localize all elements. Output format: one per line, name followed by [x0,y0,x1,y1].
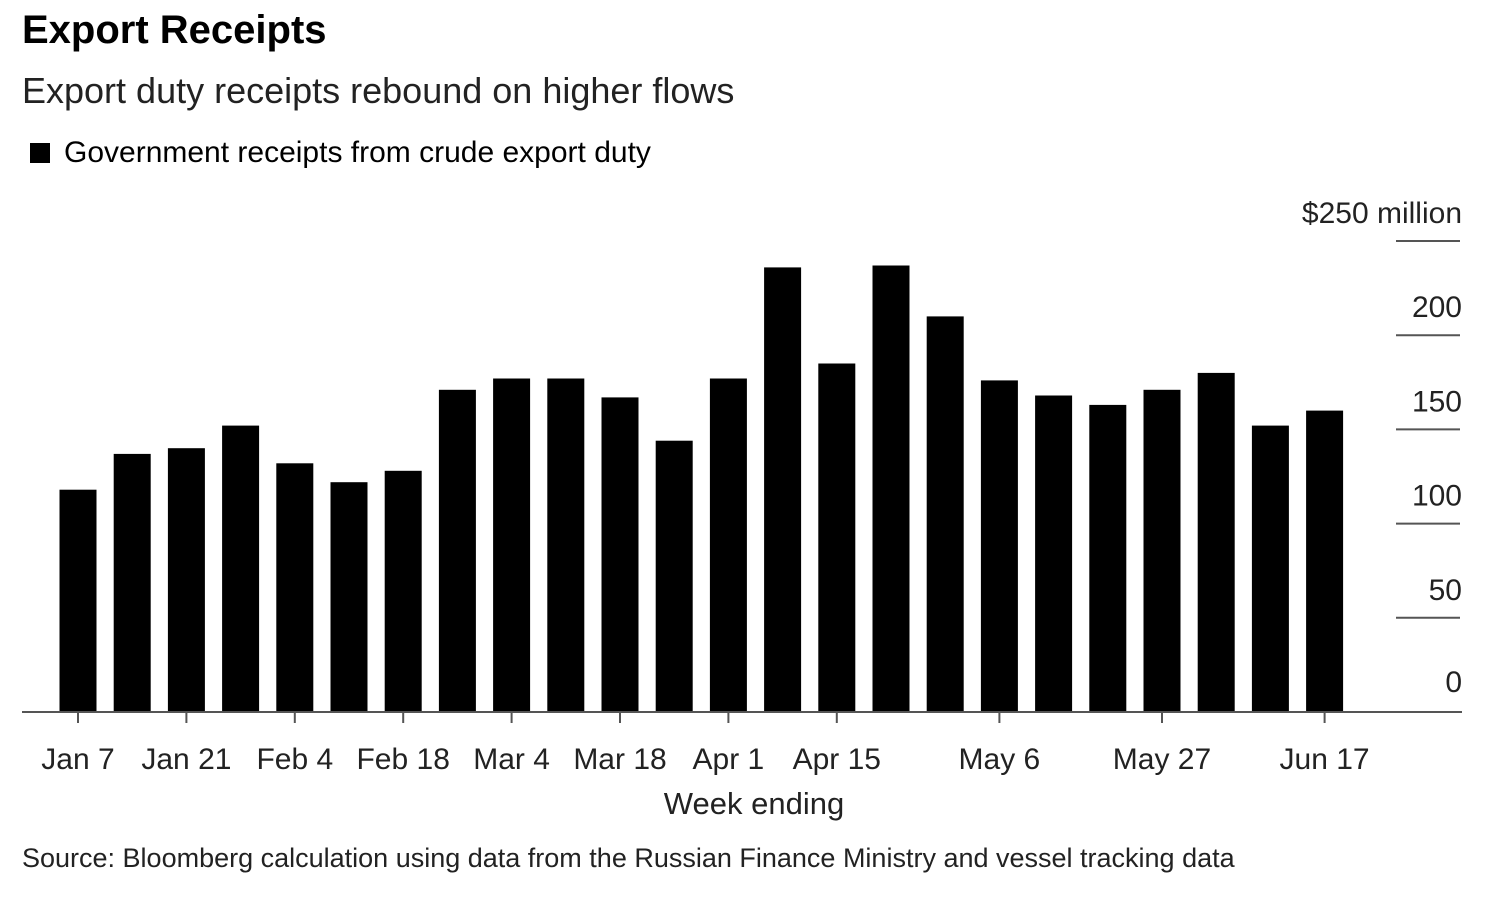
y-tick-label: 150 [1412,385,1462,418]
source-note: Source: Bloomberg calculation using data… [22,843,1235,874]
bar [1306,411,1343,712]
bar [276,463,313,712]
bar [927,316,964,712]
x-tick-label: May 6 [959,743,1041,776]
bar [222,426,259,712]
x-tick-label: May 27 [1113,743,1211,776]
x-tick-label: Feb 4 [256,743,333,776]
bar [439,390,476,712]
bar [114,454,151,712]
y-tick-label: $250 million [1302,197,1462,230]
bar [547,379,584,713]
x-axis-title: Week ending [664,786,844,821]
bar [656,441,693,712]
bar [60,490,97,712]
y-tick-label: 50 [1429,574,1462,607]
x-tick-label: Feb 18 [356,743,449,776]
y-tick-label: 0 [1445,666,1462,699]
bar [1035,396,1072,713]
bar [981,380,1018,712]
x-tick-label: Apr 1 [693,743,765,776]
bar [1198,373,1235,712]
bar [873,266,910,713]
x-tick-label: Apr 15 [793,743,881,776]
bar [385,471,422,712]
bar [493,379,530,713]
bar [331,482,368,712]
bar [168,448,205,712]
x-tick-label: Mar 18 [573,743,666,776]
y-tick-label: 100 [1412,480,1462,513]
bar [1144,390,1181,712]
bar [1252,426,1289,712]
bar [602,397,639,712]
y-tick-label: 200 [1412,291,1462,324]
x-tick-label: Jan 21 [141,743,231,776]
x-tick-label: Jan 7 [41,743,114,776]
bar [1089,405,1126,712]
bar [710,379,747,713]
x-tick-label: Mar 4 [473,743,550,776]
bar [764,267,801,712]
x-tick-label: Jun 17 [1280,743,1370,776]
bar [818,364,855,713]
